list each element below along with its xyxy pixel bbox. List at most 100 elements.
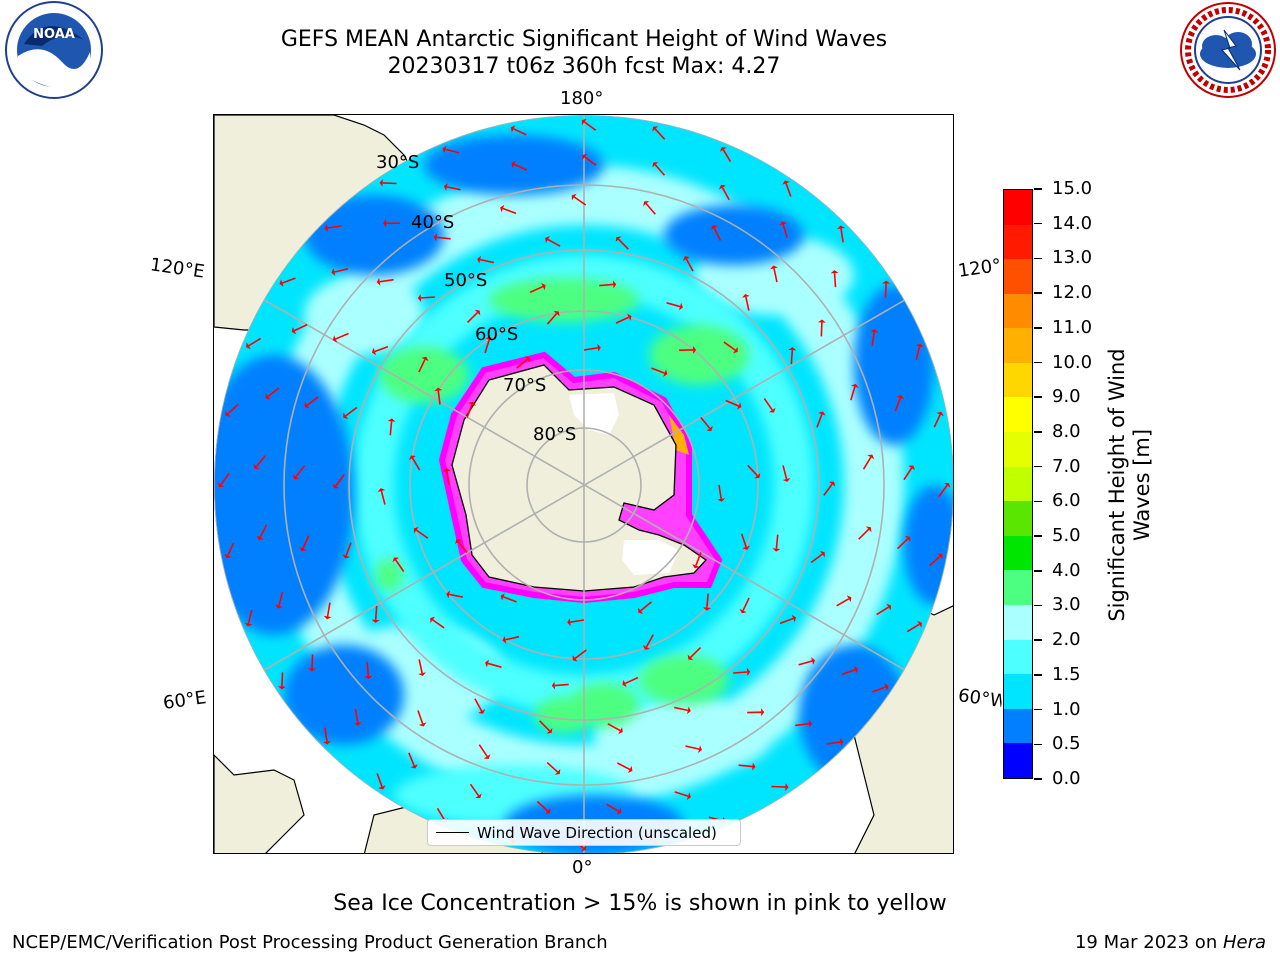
wave-arrow: [248, 337, 262, 347]
colorbar-segment: [1004, 639, 1032, 675]
wave-arrow-head: [332, 483, 340, 489]
wave-arrow-head: [387, 418, 396, 422]
wave-arrow: [583, 347, 598, 351]
wave-arrow-head: [410, 764, 418, 769]
wave-arrow-head: [502, 635, 507, 644]
wave-arrow-head: [737, 402, 742, 410]
colorbar-segment: [1004, 708, 1032, 744]
wave-arrow: [700, 416, 711, 429]
wave-arrow-head: [409, 455, 416, 461]
wave-arrow: [335, 332, 349, 340]
wave-arrow-head: [754, 472, 761, 479]
colorbar-tick-label: 15.0: [1052, 178, 1093, 199]
wave-arrow: [725, 399, 739, 407]
wave-arrow: [457, 541, 468, 554]
wave-arrow-head: [687, 706, 691, 715]
wave-arrow: [469, 783, 480, 797]
wave-arrow: [446, 471, 450, 486]
wave-arrow-head: [839, 738, 844, 746]
wave-arrow: [417, 710, 424, 724]
wave-arrow-head: [541, 282, 546, 291]
wave-arrow: [570, 619, 585, 623]
wave-arrow: [408, 752, 415, 767]
wave-arrow: [872, 686, 886, 693]
colorbar-tick: [1034, 257, 1042, 260]
wave-arrow: [374, 605, 378, 620]
wave-arrow-head: [510, 125, 516, 133]
wave-arrow: [706, 593, 709, 608]
colorbar-tick-label: 8.0: [1052, 420, 1081, 442]
wave-arrow-head: [474, 309, 481, 316]
colorbar-tick-label: 10.0: [1052, 351, 1093, 373]
wave-arrow-head: [379, 178, 383, 187]
wave-arrow-head: [478, 709, 486, 714]
wave-arrow: [718, 484, 722, 499]
colorbar-tick-label: 14.0: [1052, 212, 1093, 234]
wave-arrow: [742, 597, 750, 611]
ross-ice-shelf: [569, 393, 619, 435]
colorbar-segment: [1004, 259, 1032, 294]
wave-arrow: [411, 457, 421, 471]
colorbar-tick-label: 9.0: [1052, 386, 1081, 408]
colorbar-tick: [1034, 604, 1042, 607]
wave-arrow: [484, 339, 491, 354]
lon-label-180: 180°: [560, 88, 604, 109]
wave-arrow-head: [383, 219, 387, 228]
wave-arrow-head: [687, 654, 694, 661]
colorbar-segment: [1004, 535, 1032, 571]
wave-arrow-head: [837, 225, 845, 230]
wave-arrow: [334, 268, 349, 273]
wave-arrow-head: [782, 180, 790, 185]
wave-arrow-head: [421, 356, 429, 362]
wave-arrow-head: [545, 235, 550, 243]
wave-arrow: [685, 258, 694, 272]
wave-arrow-head: [597, 343, 601, 352]
colorbar-tick: [1034, 431, 1042, 433]
wave-arrow: [884, 283, 887, 298]
colorbar-segment: [1004, 466, 1032, 502]
wave-arrow-head: [710, 225, 718, 230]
wave-arrow: [816, 413, 823, 428]
colorbar-tick: [1034, 222, 1042, 225]
wave-arrow-head: [485, 336, 494, 341]
wave-arrow: [747, 464, 758, 477]
wave-arrow: [380, 490, 386, 505]
wave-arrow: [278, 592, 284, 606]
wave-arrow-head: [698, 745, 703, 754]
wave-arrow: [624, 676, 639, 685]
wave-arrow: [547, 238, 561, 247]
sea-ice-yellow: [669, 415, 689, 455]
colorbar-segment: [1004, 570, 1032, 606]
wave-arrow: [929, 555, 941, 567]
colorbar-segment: [1004, 605, 1032, 640]
colorbar-tick: [1034, 535, 1042, 537]
wave-arrow-head: [291, 327, 297, 335]
colorbar-tick-label: 4.0: [1052, 559, 1081, 581]
wave-arrow-head: [643, 201, 650, 207]
wave-arrow: [418, 359, 426, 373]
wave-arrow-head: [908, 465, 916, 471]
wave-arrow-head: [937, 553, 943, 560]
wave-arrow-head: [483, 754, 491, 759]
colorbar-segment: [1004, 432, 1032, 467]
wave-arrow-head: [779, 221, 788, 226]
colorbar-tick: [1034, 743, 1042, 746]
wave-arrow-head: [413, 526, 419, 534]
wave-arrow: [763, 398, 773, 411]
wave-arrow-head: [616, 807, 622, 815]
wave-arrow-head: [622, 679, 627, 688]
wave-arrow: [820, 322, 823, 337]
wave-arrow: [689, 647, 702, 658]
wave-arrow: [227, 542, 235, 556]
wave-arrow-head: [788, 347, 797, 351]
wave-arrow: [306, 396, 319, 406]
wave-arrow: [654, 164, 666, 176]
lon-label-60e: 60°E: [161, 687, 208, 714]
wave-arrow-head: [746, 668, 751, 676]
colorbar-tick: [1034, 188, 1042, 190]
wave-arrow: [823, 483, 833, 496]
wave-arrow-head: [299, 546, 307, 552]
wave-arrow: [713, 227, 722, 241]
wave-arrow: [915, 346, 921, 361]
wave-arrow: [775, 534, 779, 549]
